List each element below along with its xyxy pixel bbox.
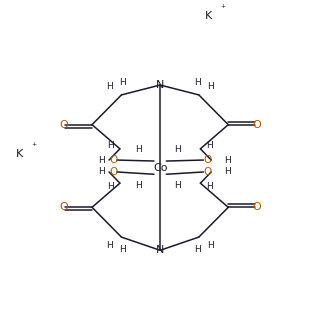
- Text: H: H: [224, 167, 231, 176]
- Text: H: H: [107, 182, 114, 191]
- Text: O: O: [252, 120, 261, 130]
- Text: ⁺: ⁺: [31, 142, 36, 152]
- Text: O: O: [203, 167, 211, 177]
- Text: O: O: [109, 167, 117, 177]
- Text: H: H: [174, 145, 181, 154]
- Text: H: H: [106, 241, 113, 250]
- Text: K: K: [16, 149, 23, 159]
- Text: H: H: [120, 245, 126, 254]
- Text: H: H: [206, 182, 213, 191]
- Text: K: K: [205, 11, 212, 21]
- Text: H: H: [174, 181, 181, 190]
- Text: O: O: [203, 155, 211, 165]
- Text: H: H: [194, 78, 201, 87]
- Text: H: H: [106, 82, 113, 91]
- Text: Co: Co: [153, 163, 167, 173]
- Text: H: H: [207, 82, 214, 91]
- Text: H: H: [135, 145, 142, 154]
- Text: H: H: [194, 245, 201, 254]
- Text: O: O: [252, 202, 261, 212]
- Text: H: H: [206, 141, 213, 150]
- Text: H: H: [98, 156, 104, 165]
- Text: O: O: [59, 202, 68, 212]
- Text: H: H: [135, 181, 142, 190]
- Text: H: H: [120, 78, 126, 87]
- Text: O: O: [109, 155, 117, 165]
- Text: N: N: [156, 245, 164, 255]
- Text: N: N: [156, 80, 164, 90]
- Text: O: O: [59, 120, 68, 130]
- Text: H: H: [224, 156, 231, 165]
- Text: H: H: [107, 141, 114, 150]
- Text: H: H: [98, 167, 104, 176]
- Text: H: H: [207, 241, 214, 250]
- Text: ⁺: ⁺: [220, 4, 225, 14]
